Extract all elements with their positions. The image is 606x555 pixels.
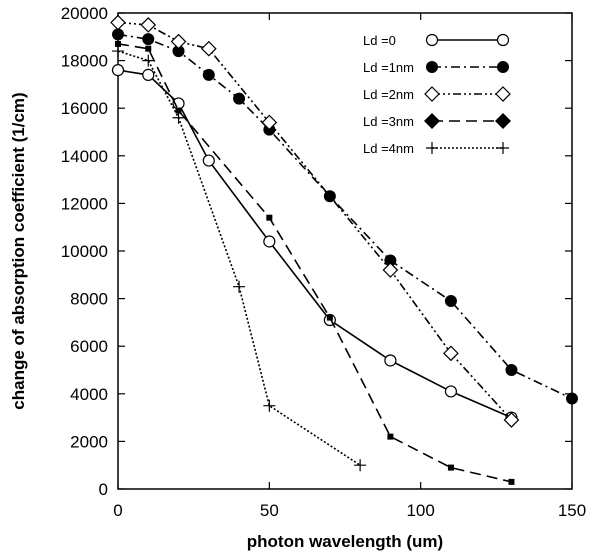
data-point-marker: [110, 14, 126, 31]
series-3: [115, 40, 515, 485]
data-point-marker: [323, 190, 336, 203]
data-point-marker: [263, 399, 276, 412]
y-tick-label: 0: [99, 480, 108, 499]
data-point-marker: [508, 478, 515, 485]
legend-label: Ld =0: [363, 33, 396, 48]
y-tick-label: 12000: [61, 194, 108, 213]
data-point-marker: [233, 92, 246, 105]
x-tick-label: 150: [558, 501, 586, 520]
data-point-marker: [326, 314, 333, 321]
data-point-marker: [384, 354, 397, 367]
y-tick-label: 2000: [70, 432, 108, 451]
y-tick-label: 16000: [61, 99, 108, 118]
data-point-marker: [382, 262, 399, 278]
series-line: [117, 43, 512, 483]
x-tick-label: 0: [113, 501, 122, 520]
legend-entry: Ld =1nm: [363, 60, 509, 75]
data-point-marker: [145, 45, 152, 52]
data-point-marker: [354, 459, 367, 472]
data-point-marker: [111, 64, 125, 77]
data-point-marker: [115, 40, 121, 47]
data-point-marker: [142, 68, 155, 81]
y-tick-label: 8000: [70, 290, 108, 309]
legend-entry: Ld =2nm: [363, 86, 511, 102]
data-point-marker: [497, 142, 509, 154]
series-4: [112, 45, 367, 472]
data-point-marker: [112, 28, 124, 41]
series-line: [117, 50, 361, 466]
data-point-marker: [202, 154, 215, 167]
data-point-marker: [495, 86, 511, 102]
legend-label: Ld =1nm: [363, 60, 414, 75]
data-point-marker: [424, 86, 440, 102]
data-point-marker: [425, 33, 439, 47]
data-point-marker: [202, 68, 215, 81]
series-0: [111, 64, 518, 424]
y-tick-label: 14000: [61, 147, 108, 166]
data-point-marker: [112, 45, 124, 58]
x-axis-title: photon wavelength (um): [247, 532, 443, 551]
data-point-marker: [142, 33, 155, 46]
series-line: [117, 33, 573, 400]
y-axis-title: change of absorption coefficient (1/cm): [9, 92, 28, 409]
axis-ticks: 0 50 100 150 0 2000 4000 6000 8000 10000 12000 1400…: [61, 4, 586, 520]
data-point-marker: [200, 40, 217, 57]
legend-marker: [495, 113, 511, 129]
data-point-marker: [566, 392, 578, 405]
data-point-marker: [175, 107, 182, 114]
data-point-marker: [170, 33, 187, 50]
legend-marker: [424, 113, 440, 129]
series-1: [112, 28, 578, 405]
data-point-marker: [261, 114, 278, 131]
legend-label: Ld =4nm: [363, 141, 414, 156]
y-tick-label: 4000: [70, 385, 108, 404]
legend-entry: Ld =4nm: [363, 141, 509, 156]
data-series: [110, 14, 578, 485]
data-point-marker: [447, 464, 454, 471]
data-point-marker: [505, 364, 518, 376]
data-point-marker: [444, 294, 457, 307]
y-tick-label: 10000: [61, 242, 108, 261]
data-point-marker: [503, 412, 520, 428]
data-point-marker: [426, 142, 438, 154]
data-point-marker: [263, 235, 276, 248]
data-point-marker: [172, 111, 185, 124]
plot-area-frame: [117, 12, 573, 490]
data-point-marker: [426, 61, 438, 73]
series-line: [117, 69, 512, 419]
x-tick-label: 100: [406, 501, 434, 520]
data-point-marker: [444, 385, 458, 398]
data-point-marker: [497, 61, 509, 73]
data-point-marker: [142, 54, 155, 67]
y-tick-label: 20000: [61, 4, 108, 23]
data-point-marker: [443, 345, 459, 362]
legend-entry: Ld =3nm: [363, 113, 511, 129]
series-2: [110, 14, 520, 428]
series-line: [117, 21, 513, 421]
y-tick-label: 18000: [61, 52, 108, 71]
x-tick-label: 50: [260, 501, 279, 520]
legend-label: Ld =3nm: [363, 114, 414, 129]
data-point-marker: [233, 280, 246, 293]
y-tick-label: 6000: [70, 337, 108, 356]
data-point-marker: [266, 214, 273, 221]
legend: Ld =0 Ld =1nm Ld =2nm Ld =3nm Ld =4nm: [363, 33, 511, 156]
legend-label: Ld =2nm: [363, 87, 414, 102]
data-point-marker: [496, 33, 510, 47]
data-point-marker: [140, 17, 157, 33]
legend-entry: Ld =0: [363, 33, 510, 48]
data-point-marker: [387, 433, 394, 440]
